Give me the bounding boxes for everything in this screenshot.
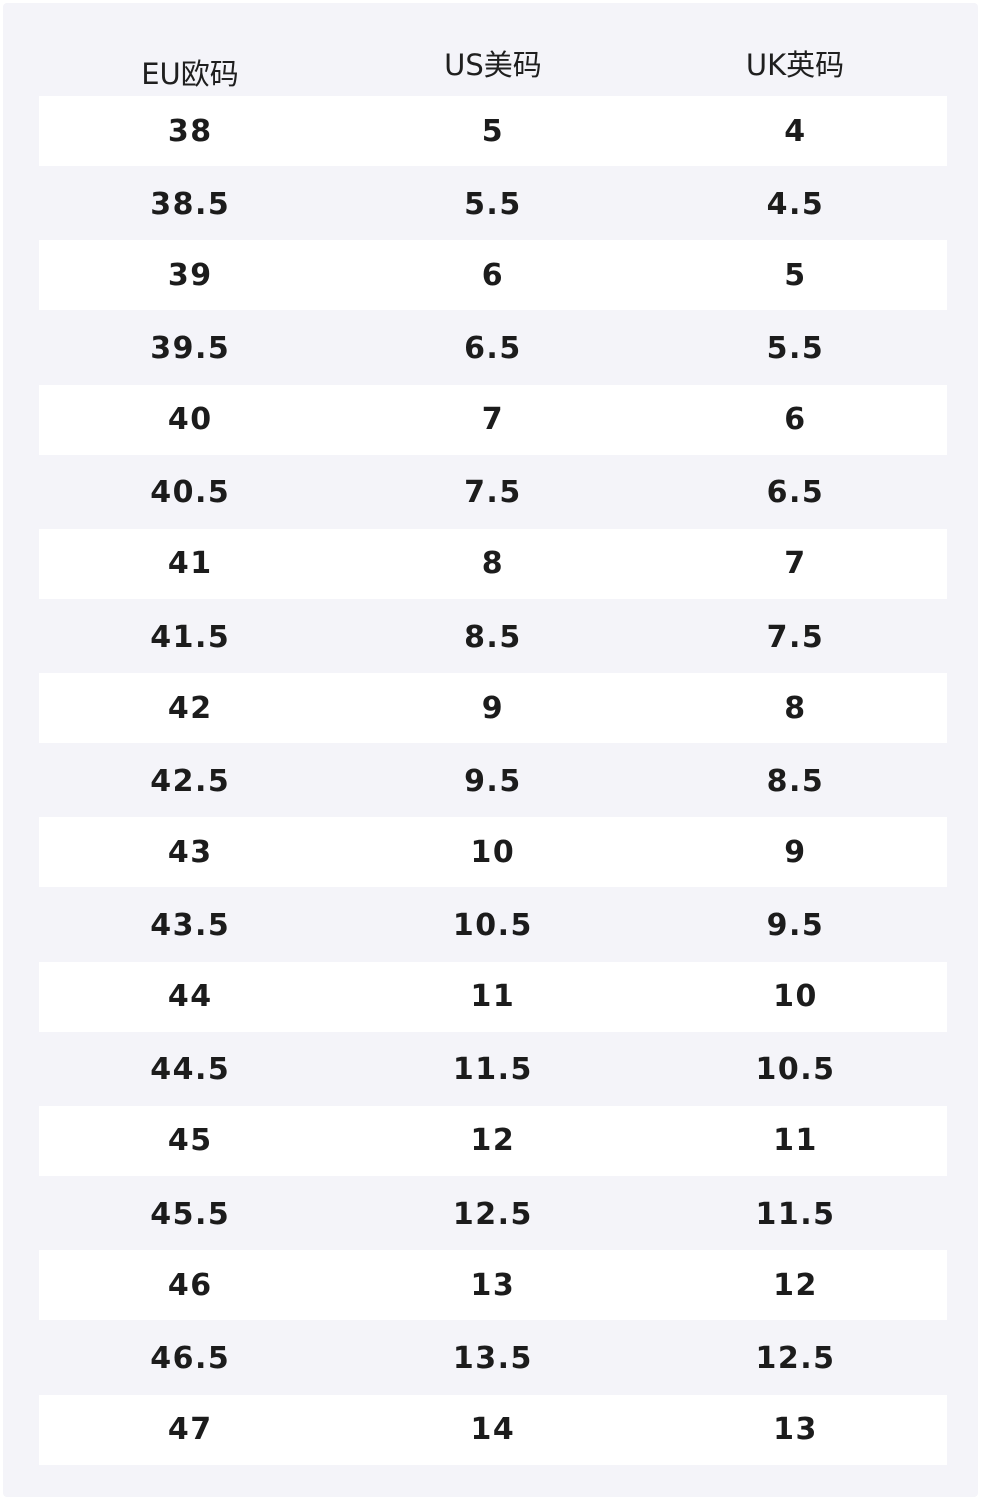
cell-eu: 44.5: [150, 1052, 231, 1088]
column-header-uk: UK英码: [745, 48, 845, 82]
table-row: 46.5 13.5 12.5: [39, 1322, 947, 1394]
table-row: 41 8 7: [39, 528, 947, 599]
cell-eu: 38: [167, 113, 213, 149]
cell-eu: 40: [167, 402, 213, 438]
cell-us: 10.5: [452, 908, 533, 944]
table-row: 47 14 13: [39, 1394, 947, 1465]
table-row: 44.5 11.5 10.5: [39, 1034, 947, 1106]
cell-uk: 9.5: [766, 908, 825, 944]
table-row: 43.5 10.5 9.5: [39, 890, 947, 962]
table-row: 41.5 8.5 7.5: [39, 601, 947, 673]
table-row: 38.5 5.5 4.5: [39, 168, 947, 240]
cell-uk: 5.5: [766, 330, 825, 366]
cell-eu: 41: [167, 546, 213, 582]
cell-uk: 5: [784, 257, 807, 293]
cell-uk: 12: [773, 1267, 818, 1303]
cell-eu: 47: [167, 1412, 213, 1448]
cell-us: 7: [481, 402, 505, 438]
cell-us: 6: [481, 257, 505, 293]
cell-uk: 7: [784, 546, 807, 582]
cell-eu: 44: [167, 979, 213, 1015]
cell-uk: 11: [773, 1123, 818, 1159]
cell-us: 6.5: [464, 330, 522, 366]
cell-us: 9.5: [464, 763, 522, 799]
table-row: 39 6 5: [39, 240, 947, 311]
cell-eu: 43: [167, 834, 213, 870]
table-row: 44 11 10: [39, 961, 947, 1032]
table-row: 46 13 12: [39, 1250, 947, 1321]
cell-uk: 8.5: [766, 763, 825, 799]
cell-us: 8: [481, 546, 505, 582]
cell-eu: 46: [167, 1267, 213, 1303]
cell-us: 13.5: [452, 1340, 533, 1376]
cell-eu: 43.5: [150, 908, 231, 944]
cell-eu: 41.5: [150, 619, 231, 655]
cell-uk: 12.5: [755, 1340, 836, 1376]
cell-eu: 45: [167, 1123, 213, 1159]
cell-eu: 42: [167, 690, 213, 726]
cell-uk: 9: [784, 834, 807, 870]
cell-eu: 42.5: [150, 763, 231, 799]
cell-uk: 8: [784, 690, 807, 726]
cell-uk: 4: [784, 113, 807, 149]
cell-eu: 45.5: [150, 1196, 231, 1232]
cell-eu: 39.5: [150, 330, 231, 366]
table-header: EU欧码 US美码 UK英码: [39, 33, 947, 95]
table-row: 40.5 7.5 6.5: [39, 457, 947, 529]
cell-eu: 40.5: [150, 475, 231, 511]
cell-us: 7.5: [464, 475, 522, 511]
column-header-eu: EU欧码: [141, 57, 239, 91]
cell-us: 5.5: [464, 186, 522, 222]
cell-us: 8.5: [464, 619, 522, 655]
cell-uk: 10.5: [755, 1052, 836, 1088]
size-chart-panel: EU欧码 US美码 UK英码 38 5 4 38.5 5.5 4.5 39 6 5 39.5 6.5…: [3, 3, 978, 1497]
table-row: 39.5 6.5 5.5: [39, 312, 947, 384]
cell-us: 12.5: [452, 1196, 533, 1232]
cell-us: 13: [470, 1267, 516, 1303]
cell-uk: 6.5: [766, 475, 825, 511]
table-row: 40 7 6: [39, 384, 947, 455]
cell-eu: 39: [167, 257, 213, 293]
cell-us: 10: [470, 834, 516, 870]
table-row: 42 9 8: [39, 673, 947, 744]
table-row: 43 10 9: [39, 817, 947, 888]
cell-uk: 7.5: [766, 619, 825, 655]
cell-us: 11: [470, 979, 516, 1015]
table-row: 38 5 4: [39, 96, 947, 166]
cell-eu: 46.5: [150, 1340, 231, 1376]
cell-us: 14: [470, 1412, 516, 1448]
cell-uk: 13: [773, 1412, 818, 1448]
cell-uk: 4.5: [766, 186, 825, 222]
cell-uk: 11.5: [755, 1196, 836, 1232]
table-row: 45 12 11: [39, 1105, 947, 1176]
table-row: 45.5 12.5 11.5: [39, 1178, 947, 1250]
cell-us: 12: [470, 1123, 516, 1159]
cell-us: 11.5: [452, 1052, 533, 1088]
cell-uk: 6: [784, 402, 807, 438]
cell-eu: 38.5: [150, 186, 231, 222]
table-row: 42.5 9.5 8.5: [39, 745, 947, 817]
cell-uk: 10: [773, 979, 818, 1015]
table-body: 38 5 4 38.5 5.5 4.5 39 6 5 39.5 6.5 5.5 40 7 6 40.5 7.5 6…: [39, 96, 947, 1467]
cell-us: 9: [481, 690, 505, 726]
cell-us: 5: [481, 113, 505, 149]
column-header-us: US美码: [444, 48, 542, 82]
